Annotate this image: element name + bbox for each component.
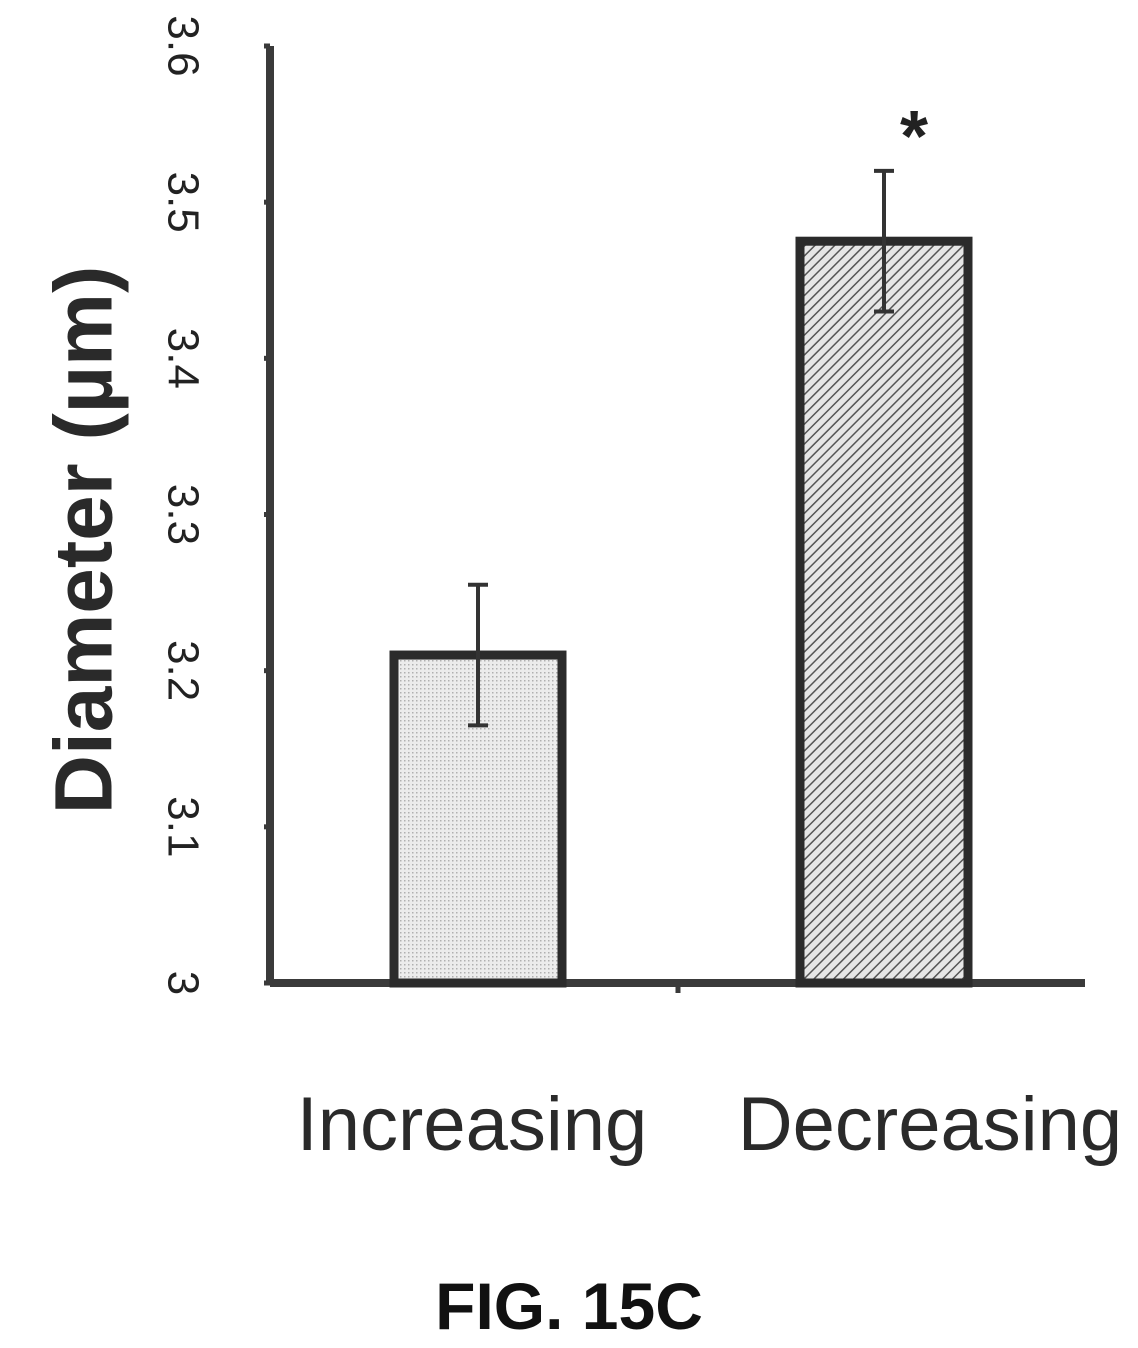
y-tick-label: 3.5: [158, 172, 207, 233]
significance-marker: *: [900, 97, 928, 177]
y-tick-label: 3.2: [158, 640, 207, 701]
y-tick-label: 3: [158, 971, 207, 995]
bars: *: [389, 97, 973, 988]
y-axis-title: Diameter (µm): [39, 266, 130, 815]
figure-label: FIG. 15C: [435, 1269, 703, 1343]
y-tick-label: 3.3: [158, 484, 207, 545]
y-ticks: 3 3.1 3.2 3.3 3.4 3.5 3.6: [158, 15, 681, 995]
bar-decreasing: [795, 236, 973, 988]
bar-chart: 3 3.1 3.2 3.3 3.4 3.5 3.6 * Increasing Decreasi…: [39, 15, 1123, 1167]
error-bar-increasing: [468, 582, 488, 728]
category-labels: Increasing Decreasing: [297, 1082, 1123, 1167]
category-label-increasing: Increasing: [297, 1082, 648, 1167]
category-label-decreasing: Decreasing: [738, 1082, 1122, 1167]
y-tick-label: 3.1: [158, 796, 207, 857]
error-bar-decreasing: [874, 168, 894, 314]
y-tick-label: 3.4: [158, 328, 207, 389]
y-tick-label: 3.6: [158, 15, 207, 76]
